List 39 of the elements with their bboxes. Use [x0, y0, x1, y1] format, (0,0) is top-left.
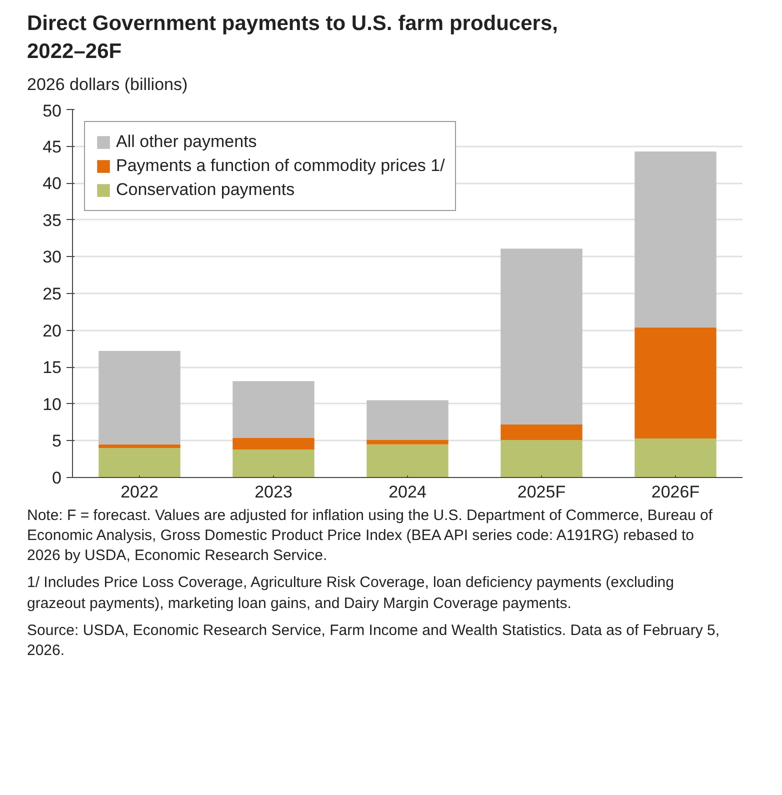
bar: [366, 444, 448, 478]
bar: [634, 151, 716, 327]
y-tick-label: 45: [42, 136, 62, 156]
y-tick-label: 40: [42, 174, 62, 193]
y-tick-label: 15: [42, 358, 62, 377]
y-tick-label: 35: [42, 210, 62, 230]
y-tick-label: 30: [42, 247, 62, 266]
legend-label: Payments a function of commodity prices 1/: [116, 156, 445, 176]
y-tick-label: 25: [42, 284, 62, 304]
bar: [366, 440, 448, 444]
bar: [98, 448, 180, 478]
source-note: Source: USDA, Economic Research Service, Farm Income and Wealth Statistics. Data as of February 5, 2026.: [27, 620, 720, 662]
x-tick-label: 2025F: [517, 482, 566, 502]
y-tick-label: 0: [52, 468, 62, 488]
text: Note: F = forecast. Values are adjusted for inflation using the U.S. Department of Commerce, Bureau of Economic Analysis, Gross Domestic Product Price Index (BEA API series code: A191RG) rebased to 2026 by USDA, Economic Research Service.: [27, 506, 714, 566]
bar: [634, 438, 716, 478]
text: 1/ Includes Price Loss Coverage, Agriculture Risk Coverage, loan deficiency payments (excluding grazeout payments), marketing loan gains, and Dairy Margin Coverage payments.: [27, 573, 675, 614]
bar: [500, 248, 582, 424]
bar: [500, 440, 582, 478]
bar: [98, 350, 180, 444]
legend-label: All other payments: [116, 132, 257, 152]
x-tick-label: 2024: [388, 482, 426, 502]
bar: [232, 449, 314, 478]
y-tick-label: 50: [42, 101, 62, 120]
bar: [634, 326, 716, 438]
legend-label: Conservation payments: [116, 180, 295, 200]
y-tick-label: 20: [42, 320, 62, 340]
x-tick-label: 2022: [120, 482, 158, 502]
y-axis-title: 2026 dollars (billions): [27, 74, 188, 96]
x-tick-label: 2023: [254, 482, 292, 502]
bar: [500, 424, 582, 440]
bar: [232, 437, 314, 450]
x-tick-label: 2026F: [651, 482, 700, 502]
chart-title: Direct Government payments to U.S. farm producers, 2022–26F: [27, 11, 559, 66]
bar: [366, 400, 448, 440]
y-tick-label: 10: [42, 394, 62, 414]
bar: [98, 444, 180, 448]
y-tick-label: 5: [52, 431, 62, 450]
bar: [232, 380, 314, 438]
